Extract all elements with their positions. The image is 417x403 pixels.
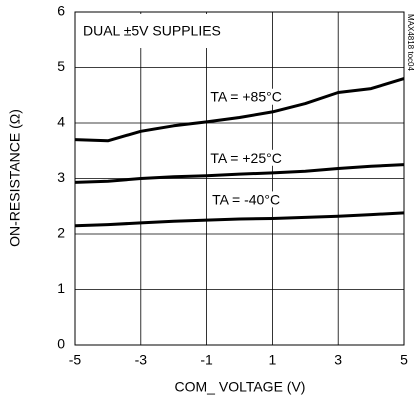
plot-frame xyxy=(74,11,405,346)
x-tick-label: 3 xyxy=(334,352,342,368)
x-tick-label: -3 xyxy=(135,352,148,368)
x-axis-label: COM_ VOLTAGE (V) xyxy=(175,379,306,395)
annotation: DUAL ±5V SUPPLIES xyxy=(83,23,221,39)
series-label: TA = +85°C xyxy=(210,89,282,105)
annotation-box xyxy=(77,14,235,48)
series-label: TA = -40°C xyxy=(212,191,280,207)
y-tick-label: 0 xyxy=(57,336,65,352)
series-label-bg xyxy=(210,191,283,208)
y-tick-label: 5 xyxy=(57,58,65,74)
x-tick-label: -5 xyxy=(69,352,82,368)
y-tick-label: 3 xyxy=(57,169,65,185)
y-axis-label: ON-RESISTANCE (Ω) xyxy=(7,109,23,247)
line-series xyxy=(74,163,405,184)
x-tick-label: 1 xyxy=(269,352,277,368)
x-tick-label: -1 xyxy=(200,352,213,368)
y-tick-label: 4 xyxy=(57,114,65,130)
series-label-bg xyxy=(208,88,284,105)
annotation: MAX4818 toc04 xyxy=(406,14,415,71)
line-series xyxy=(74,77,405,143)
series-label: TA = +25°C xyxy=(210,150,282,166)
y-tick-label: 2 xyxy=(57,225,65,241)
x-tick-label: 5 xyxy=(400,352,408,368)
series-label-bg xyxy=(208,149,284,166)
line-series xyxy=(74,211,405,228)
y-tick-label: 1 xyxy=(57,280,65,296)
y-tick-label: 6 xyxy=(57,3,65,19)
